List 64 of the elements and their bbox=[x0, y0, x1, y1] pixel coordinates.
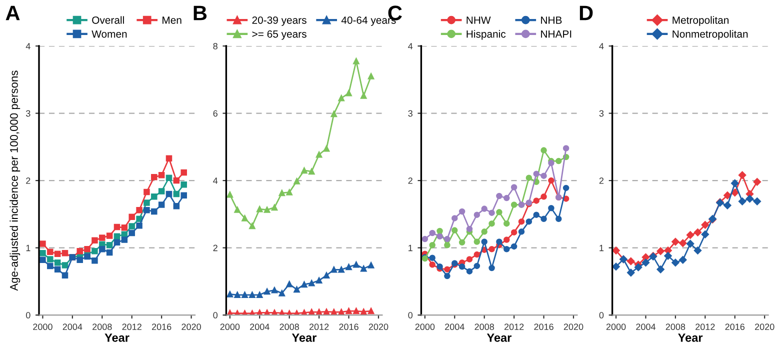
x-tick-label: 2012 bbox=[504, 324, 524, 330]
x-tick-label: 2008 bbox=[92, 324, 112, 330]
y-tick-label: 4 bbox=[213, 178, 218, 184]
x-tick-label: 2004 bbox=[62, 324, 82, 330]
legend-label: Men bbox=[162, 16, 182, 24]
x-tick-label: 2012 bbox=[696, 324, 715, 330]
x-tick-label: 2020 bbox=[182, 324, 201, 330]
y-tick-label: 1 bbox=[408, 244, 412, 252]
legend-label: NHAPI bbox=[541, 30, 572, 38]
y-tick-label: 6 bbox=[213, 110, 218, 117]
x-tick-label: 2016 bbox=[725, 324, 745, 330]
y-tick-label: 2 bbox=[408, 178, 412, 184]
y-tick-label: 2 bbox=[599, 178, 604, 184]
y-tick-label: 2 bbox=[26, 178, 30, 184]
legend-label: >= 65 years bbox=[252, 30, 306, 40]
legend-label: NHW bbox=[466, 16, 491, 24]
x-tick-label: 2008 bbox=[474, 324, 494, 330]
x-tick-label: 2004 bbox=[636, 324, 656, 330]
chart-title: C bbox=[388, 6, 402, 20]
chart-title: B bbox=[194, 6, 207, 20]
chart-title: A bbox=[6, 6, 20, 20]
x-axis-title: Year bbox=[486, 334, 512, 342]
y-tick-label: 3 bbox=[408, 110, 412, 117]
y-tick-label: 1 bbox=[26, 244, 30, 252]
x-axis-title: Year bbox=[678, 334, 703, 342]
x-tick-label: 2020 bbox=[564, 324, 584, 330]
y-tick-label: 3 bbox=[599, 110, 604, 117]
x-tick-label: 2020 bbox=[755, 324, 774, 330]
legend-label: Nonmetropolitan bbox=[672, 30, 748, 40]
x-tick-label: 2004 bbox=[250, 324, 270, 330]
legend-label: Metropolitan bbox=[672, 16, 729, 26]
y-tick-label: 4 bbox=[408, 43, 413, 50]
x-tick-label: 2020 bbox=[368, 324, 388, 330]
x-tick-label: 2016 bbox=[152, 324, 172, 330]
x-tick-label: 2004 bbox=[445, 324, 464, 330]
chart-title: D bbox=[580, 6, 593, 20]
x-tick-label: 2000 bbox=[606, 324, 626, 330]
x-tick-label: 2016 bbox=[534, 324, 554, 330]
legend-label: 20-39 years bbox=[252, 16, 306, 26]
legend-label: Women bbox=[92, 30, 127, 38]
x-tick-label: 2000 bbox=[33, 324, 52, 330]
y-tick-label: 3 bbox=[26, 110, 30, 117]
x-tick-label: 2000 bbox=[415, 324, 435, 330]
x-tick-label: 2008 bbox=[666, 324, 686, 330]
y-tick-label: 4 bbox=[26, 43, 30, 50]
x-tick-label: 2016 bbox=[339, 324, 358, 330]
y-tick-label: 0 bbox=[408, 312, 413, 318]
y-tick-label: 4 bbox=[599, 43, 604, 50]
y-tick-label: 1 bbox=[600, 244, 604, 252]
legend-label: Overall bbox=[92, 16, 124, 24]
x-tick-label: 2012 bbox=[309, 324, 329, 330]
x-tick-label: 2012 bbox=[122, 324, 142, 330]
y-tick-label: 2 bbox=[213, 244, 218, 252]
x-tick-label: 2008 bbox=[280, 324, 299, 330]
y-tick-label: 0 bbox=[213, 312, 218, 318]
legend-label: Hispanic bbox=[466, 30, 506, 40]
legend-label: NHB bbox=[541, 16, 562, 24]
y-tick-label: 8 bbox=[213, 42, 218, 50]
x-axis-title: Year bbox=[104, 334, 130, 342]
y-axis-title: Age-adjusted incidence per 100,000 persons bbox=[10, 70, 20, 291]
x-axis-title: Year bbox=[292, 334, 316, 342]
y-tick-label: 0 bbox=[599, 312, 604, 318]
y-tick-label: 0 bbox=[26, 312, 30, 318]
x-tick-label: 2000 bbox=[220, 324, 240, 330]
